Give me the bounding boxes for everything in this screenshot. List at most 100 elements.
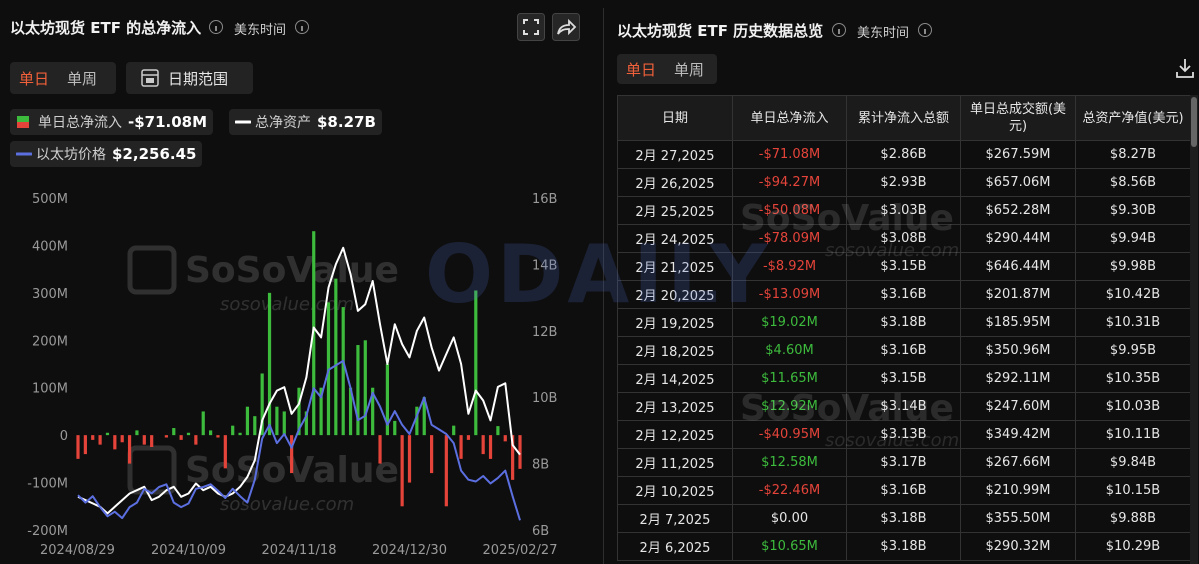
table-row: 2月 7,2025 $0.00 $3.18B $355.50M $9.88B — [617, 504, 1191, 533]
table-cell: 2月 24,2025 — [617, 224, 733, 253]
tab[interactable]: 单周 — [674, 60, 705, 79]
info-icon[interactable] — [832, 23, 846, 37]
table-cell: $3.15B — [846, 252, 961, 281]
table-cell: 2月 18,2025 — [617, 336, 733, 365]
bar — [231, 425, 235, 436]
legend-item[interactable]: 单日总净流入 -$71.08M — [10, 109, 214, 135]
bar — [83, 435, 87, 455]
legend-value: $8.27B — [317, 113, 376, 131]
column-header[interactable]: 总资产净值(美元) — [1075, 95, 1191, 141]
table-cell: 2月 19,2025 — [617, 308, 733, 337]
table-cell: $3.03B — [846, 196, 961, 225]
table-cell: $10.42B — [1075, 280, 1191, 309]
bar — [393, 420, 397, 436]
line — [77, 359, 521, 521]
column-header[interactable]: 累计净流入总额 — [846, 95, 961, 141]
date-range-button[interactable]: 日期范围 — [126, 62, 253, 94]
bar — [378, 435, 382, 464]
panel-divider — [603, 8, 604, 564]
legend-label: 单日总净流入 — [38, 115, 122, 131]
table-cell: -$22.46M — [732, 476, 847, 505]
info-icon[interactable] — [918, 23, 932, 37]
table-cell: $646.44M — [960, 252, 1076, 281]
table-cell: $3.18B — [846, 504, 961, 533]
table-cell: $290.44M — [960, 224, 1076, 253]
bar — [253, 416, 257, 436]
table-cell: $12.92M — [732, 392, 847, 421]
bar — [105, 432, 110, 436]
info-icon[interactable] — [295, 20, 309, 34]
tick-label: 500M — [32, 192, 68, 207]
legend-label: 以太坊价格 — [36, 147, 106, 163]
bar — [466, 435, 471, 440]
bar — [297, 387, 301, 436]
table-cell: -$40.95M — [732, 420, 847, 449]
watermark-logo: SoSoValue sosovalue.com — [127, 245, 399, 315]
table-cell: $19.02M — [732, 308, 847, 337]
bar — [98, 435, 102, 445]
tab[interactable]: 单日 — [19, 69, 50, 88]
scroll-thumb[interactable] — [1191, 97, 1197, 147]
legend-item[interactable]: 总净资产 $8.27B — [229, 109, 382, 135]
bar — [415, 406, 419, 436]
table-cell: $10.15B — [1075, 476, 1191, 505]
tick-label: 12B — [532, 325, 557, 340]
table-row: 2月 10,2025 -$22.46M $3.16B $210.99M $10.15B — [617, 476, 1191, 505]
share-button[interactable] — [552, 13, 580, 41]
bar — [474, 290, 478, 436]
bar — [422, 397, 426, 436]
table-cell: $10.11B — [1075, 420, 1191, 449]
column-header[interactable]: 日期 — [617, 95, 733, 141]
table-cell: 2月 6,2025 — [617, 532, 733, 561]
fullscreen-button[interactable] — [517, 13, 545, 41]
table-row: 2月 25,2025 -$50.08M $3.03B $652.28M $9.30B — [617, 196, 1191, 225]
table-cell: 2月 27,2025 — [617, 140, 733, 169]
table-cell: -$78.09M — [732, 224, 847, 253]
table-row: 2月 6,2025 $10.65M $3.18B $290.32M $10.29B — [617, 532, 1191, 561]
bar — [444, 435, 448, 507]
table-cell: $10.03B — [1075, 392, 1191, 421]
bar — [452, 425, 456, 436]
table-row: 2月 14,2025 $11.65M $3.15B $292.11M $10.35B — [617, 364, 1191, 393]
tick-label: 16B — [532, 192, 557, 207]
info-icon[interactable] — [209, 20, 223, 34]
calendar-icon — [141, 69, 159, 87]
tick-label: 200M — [32, 334, 68, 349]
tab[interactable]: 单日 — [626, 60, 657, 79]
table-cell: 2月 7,2025 — [617, 504, 733, 533]
bar — [267, 292, 272, 436]
table-cell: -$8.92M — [732, 252, 847, 281]
tab[interactable]: 单周 — [67, 69, 98, 88]
bar — [371, 387, 375, 436]
table-cell: 2月 13,2025 — [617, 392, 733, 421]
legend-item[interactable]: 以太坊价格 $2,256.45 — [10, 141, 203, 167]
data-table: 日期 单日总净流入 累计净流入总额 单日总成交额(美元) 总资产净值(美元) 2月 27… — [617, 95, 1191, 561]
table-cell: $290.32M — [960, 532, 1076, 561]
chart: SoSoValuesosovalue.comSoSoValuesosovalue… — [27, 192, 558, 558]
table-cell: 2月 11,2025 — [617, 448, 733, 477]
table-cell: -$50.08M — [732, 196, 847, 225]
table-cell: $292.11M — [960, 364, 1076, 393]
timezone: 美东时间 — [234, 23, 287, 38]
column-header[interactable]: 单日总成交额(美元) — [960, 95, 1076, 141]
table-cell: $12.58M — [732, 448, 847, 477]
table-cell: $8.56B — [1075, 168, 1191, 197]
table-cell: $10.29B — [1075, 532, 1191, 561]
table-row: 2月 27,2025 -$71.08M $2.86B $267.59M $8.27B — [617, 140, 1191, 169]
watermark: sosovalue.com — [220, 494, 354, 515]
scrollbar[interactable] — [1190, 95, 1198, 564]
table-cell: $3.17B — [846, 448, 961, 477]
legend-value: $2,256.45 — [112, 145, 197, 163]
x-tick-label: 2025/02/27 — [483, 543, 558, 558]
legend-icon — [235, 120, 251, 124]
table-cell: $2.86B — [846, 140, 961, 169]
table-cell: $3.16B — [846, 280, 961, 309]
bar — [76, 435, 80, 459]
download-button[interactable] — [1174, 57, 1196, 79]
bar — [135, 430, 139, 436]
bar — [201, 411, 205, 436]
table-cell: $2.93B — [846, 168, 961, 197]
column-header[interactable]: 单日总净流入 — [732, 95, 847, 141]
table-cell: 2月 20,2025 — [617, 280, 733, 309]
